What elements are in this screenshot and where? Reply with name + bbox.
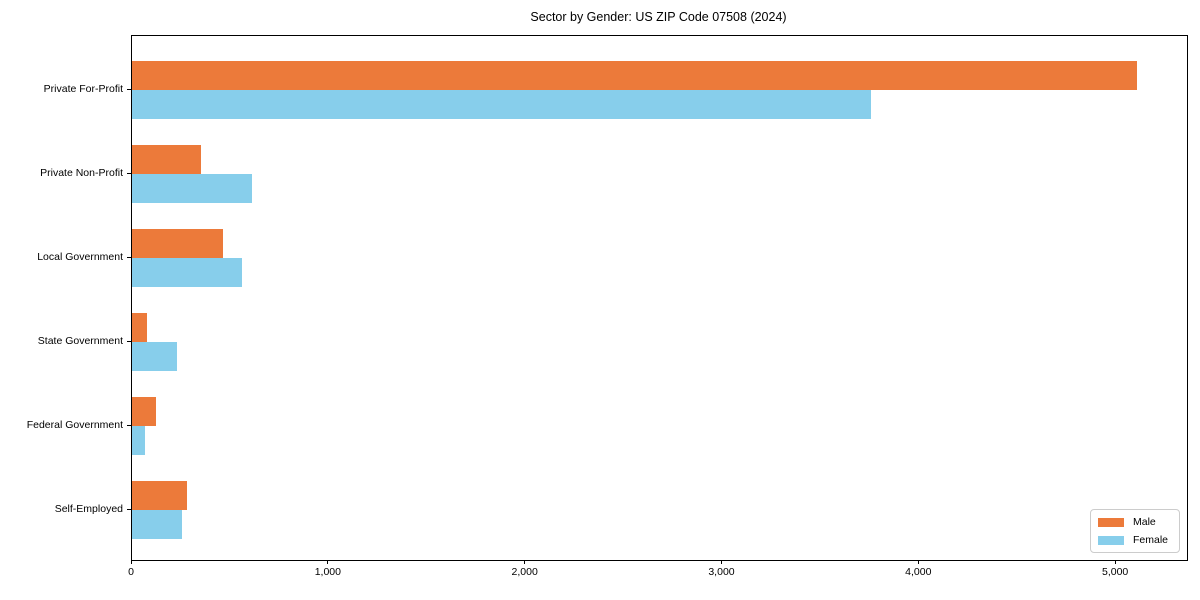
legend-swatch-male bbox=[1098, 517, 1124, 527]
legend-item-male: Male bbox=[1098, 516, 1171, 528]
y-tick-mark bbox=[127, 341, 131, 342]
y-axis-label: Self-Employed bbox=[54, 503, 123, 515]
legend-item-female: Female bbox=[1098, 534, 1171, 546]
y-tick-mark bbox=[127, 509, 131, 510]
x-tick-mark bbox=[917, 560, 919, 564]
legend-label-male: Male bbox=[1133, 516, 1156, 528]
y-tick-mark bbox=[127, 173, 131, 174]
x-tick-mark bbox=[1114, 560, 1116, 564]
bar-female-5 bbox=[132, 510, 183, 539]
bar-female-3 bbox=[132, 342, 178, 371]
x-axis-tick-label: 2,000 bbox=[511, 566, 538, 578]
chart-title: Sector by Gender: US ZIP Code 07508 (202… bbox=[530, 10, 787, 24]
plot-area bbox=[131, 35, 1188, 561]
bar-female-0 bbox=[132, 90, 872, 119]
bar-female-4 bbox=[132, 426, 145, 455]
legend-swatch-female bbox=[1098, 535, 1124, 545]
x-axis-tick-label: 5,000 bbox=[1102, 566, 1129, 578]
bar-male-4 bbox=[132, 397, 156, 426]
y-tick-mark bbox=[127, 89, 131, 90]
x-axis-tick-label: 1,000 bbox=[314, 566, 341, 578]
x-tick-mark bbox=[327, 560, 329, 564]
bar-male-5 bbox=[132, 481, 188, 510]
y-axis-label: Private Non-Profit bbox=[40, 167, 123, 179]
bar-male-2 bbox=[132, 229, 223, 258]
x-axis-tick-label: 0 bbox=[128, 566, 134, 578]
y-axis-label: Federal Government bbox=[26, 419, 123, 431]
x-axis-tick-label: 4,000 bbox=[905, 566, 932, 578]
legend-label-female: Female bbox=[1133, 534, 1169, 546]
y-axis-label: Local Government bbox=[37, 251, 123, 263]
x-tick-mark bbox=[524, 560, 526, 564]
bar-female-2 bbox=[132, 258, 243, 287]
bar-male-0 bbox=[132, 61, 1137, 90]
legend: Male Female bbox=[1090, 509, 1180, 553]
bar-male-1 bbox=[132, 145, 201, 174]
x-tick-mark bbox=[130, 560, 132, 564]
bar-male-3 bbox=[132, 313, 147, 342]
y-tick-mark bbox=[127, 257, 131, 258]
x-axis-tick-label: 3,000 bbox=[708, 566, 735, 578]
y-axis-label: Private For-Profit bbox=[43, 83, 123, 95]
y-tick-mark bbox=[127, 425, 131, 426]
x-tick-mark bbox=[720, 560, 722, 564]
bar-female-1 bbox=[132, 174, 253, 203]
y-axis-label: State Government bbox=[37, 335, 123, 347]
